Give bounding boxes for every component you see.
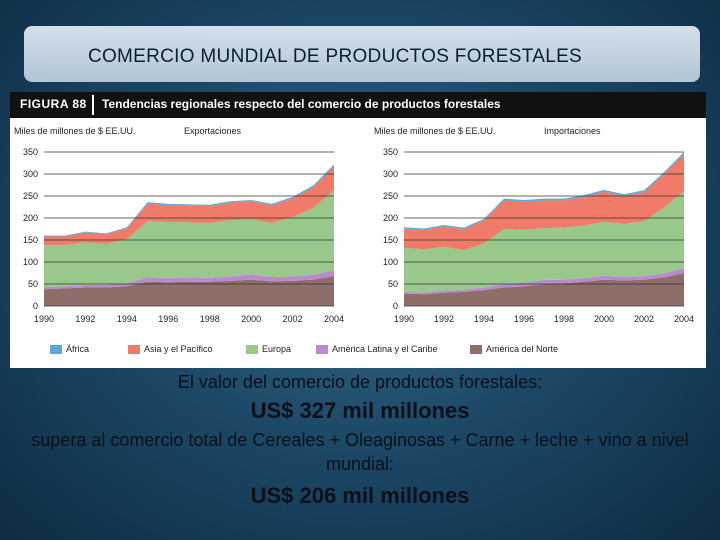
legend-item-europa: Europa [246,344,292,355]
legend-swatch [246,345,258,355]
area-asia [404,154,684,251]
legend-label: África [66,344,90,354]
x-tick-label: 1990 [394,314,414,324]
y-tick-label: 300 [23,169,38,179]
x-tick-label: 1998 [200,314,220,324]
area-latam [44,270,334,290]
figure-label: FIGURA 88 [20,97,87,111]
legend-swatch [128,345,140,355]
caption-value-1: US$ 327 mil millones [250,398,470,423]
area-norte [44,276,334,306]
legend-label: Asia y el Pacífico [144,344,213,354]
unit-label: Miles de millones de $ EE.UU. [14,126,136,136]
figure-panel: FIGURA 88 Tendencias regionales respecto… [10,92,706,368]
figure-header: FIGURA 88 Tendencias regionales respecto… [10,92,706,118]
area-latam [404,268,684,295]
y-tick-label: 150 [23,235,38,245]
caption-value-2: US$ 206 mil millones [250,483,470,508]
caption-line-1: El valor del comercio de productos fores… [177,372,543,392]
area-norte [404,273,684,306]
area-europa [44,190,334,288]
x-tick-label: 1990 [34,314,54,324]
chart-subtitle: Exportaciones [184,126,242,136]
x-tick-label: 1994 [117,314,137,324]
x-tick-label: 1996 [514,314,534,324]
legend-item-asia: Asia y el Pacífico [128,344,213,355]
y-tick-label: 350 [383,147,398,157]
x-tick-label: 2002 [283,314,303,324]
figure-separator [92,95,94,115]
y-tick-label: 300 [383,169,398,179]
legend-item-norte: América del Norte [470,344,559,355]
x-tick-label: 2002 [634,314,654,324]
legend-item-africa: África [50,344,90,355]
caption-line-2: supera al comercio total de Cereales + O… [0,428,720,476]
x-tick-label: 1996 [158,314,178,324]
legend-swatch [470,345,482,355]
y-tick-label: 200 [383,213,398,223]
y-tick-label: 200 [23,213,38,223]
y-tick-label: 250 [23,191,38,201]
slide-title: COMERCIO MUNDIAL DE PRODUCTOS FORESTALES [87,46,583,67]
chart-1: 0 50 100 150 200 250 300 350 1990 1992 1994 1996 199… [374,126,694,324]
y-tick-label: 100 [383,257,398,267]
x-tick-label: 2000 [241,314,261,324]
chart-0: 0 50 100 150 200 250 300 350 1990 1992 1994 1996 199… [14,126,344,324]
legend-label: Europa [262,344,292,354]
legend-label: América Latina y el Caribe [332,344,438,354]
legend-label: América del Norte [486,344,559,354]
area-europa [404,191,684,293]
x-tick-label: 2000 [594,314,614,324]
y-tick-label: 250 [383,191,398,201]
legend-item-latam: América Latina y el Caribe [316,344,438,355]
caption-line-2-text: supera al comercio total de Cereales + O… [31,430,689,474]
x-tick-label: 2004 [324,314,344,324]
unit-label: Miles de millones de $ EE.UU. [374,126,496,136]
y-tick-label: 350 [23,147,38,157]
y-tick-label: 100 [23,257,38,267]
legend-swatch [316,345,328,355]
y-tick-label: 0 [393,301,398,311]
x-tick-label: 1998 [554,314,574,324]
y-tick-label: 50 [388,279,398,289]
y-tick-label: 50 [28,279,38,289]
x-tick-label: 1994 [474,314,494,324]
chart-subtitle: Importaciones [544,126,601,136]
title-panel [24,26,700,82]
figure-title: Tendencias regionales respecto del comer… [102,97,501,111]
x-tick-label: 2004 [674,314,694,324]
x-tick-label: 1992 [434,314,454,324]
y-tick-label: 0 [33,301,38,311]
y-tick-label: 150 [383,235,398,245]
legend: África Asia y el Pacífico Europa América La… [10,338,706,362]
legend-swatch [50,345,62,355]
x-tick-label: 1992 [75,314,95,324]
